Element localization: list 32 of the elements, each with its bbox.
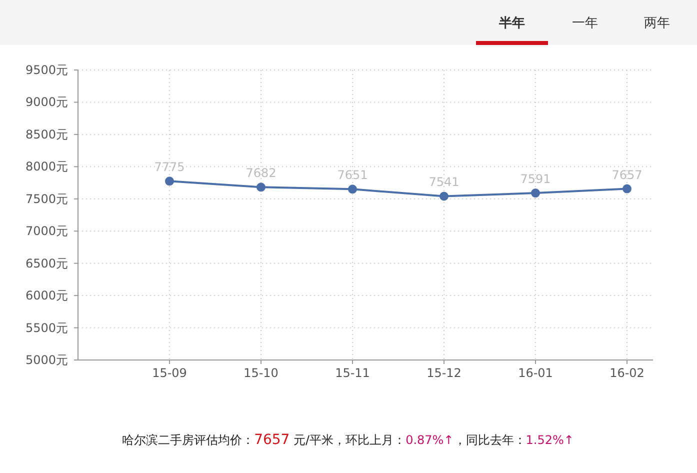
- y-tick-label: 8500元: [25, 127, 68, 142]
- x-tick-label: 15-12: [426, 366, 462, 380]
- point: [348, 184, 357, 194]
- data-label: 7541: [428, 175, 460, 190]
- x-tick-label: 15-10: [244, 366, 278, 380]
- y-tick-label: 9000元: [25, 95, 68, 110]
- data-label: 7591: [520, 172, 551, 186]
- text: 两年: [644, 16, 670, 31]
- data-label: 7682: [246, 166, 276, 180]
- x-tick-label: 15-11: [335, 366, 370, 380]
- y-tick-label: 5000元: [25, 353, 68, 367]
- y-tick-label: 8000元: [25, 160, 68, 174]
- text: 半年: [498, 16, 525, 31]
- x-tick-label: 16-02: [610, 366, 644, 380]
- text: 一年: [572, 16, 598, 31]
- y-tick-label: 7000元: [25, 224, 68, 238]
- point: [165, 176, 174, 186]
- point: [622, 184, 632, 194]
- point: [256, 182, 266, 192]
- data-label: 7775: [154, 160, 185, 174]
- y-tick-label: 5500元: [25, 320, 68, 335]
- y-tick-label: 6500元: [25, 256, 68, 270]
- y-tick-label: 6000元: [25, 288, 68, 303]
- point: [531, 188, 540, 198]
- point: [440, 192, 448, 201]
- text: 哈尔滨二手房评估均价：7657 元/平米，环比上月：0.87%↑，同比去年：1.52%↑: [122, 432, 574, 448]
- data-label: 7657: [612, 168, 642, 182]
- x-tick-label: 16-01: [518, 366, 553, 380]
- y-tick-label: 9500元: [25, 63, 68, 77]
- data-label: 7651: [337, 168, 368, 182]
- y-tick-label: 7500元: [25, 192, 68, 206]
- x-tick-label: 15-09: [152, 366, 187, 380]
